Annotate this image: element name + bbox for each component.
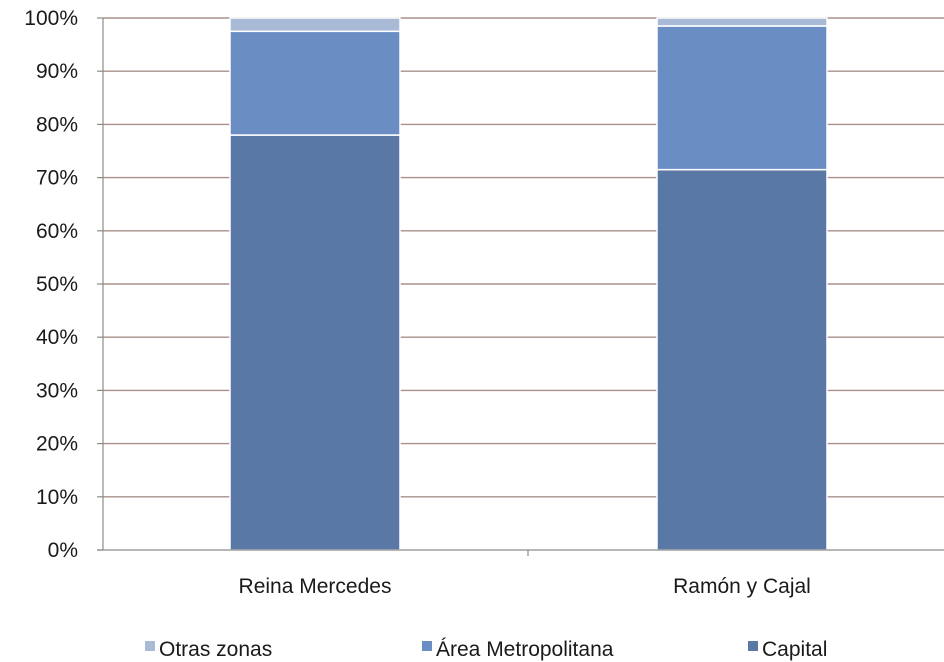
y-tick-label: 20%: [36, 433, 78, 456]
y-tick-label: 80%: [36, 113, 78, 136]
y-tick-labels: 0% 10% 20% 30% 40% 50% 60% 70% 80% 90% 100%: [24, 7, 78, 562]
y-tick-label: 70%: [36, 167, 78, 190]
axes: [97, 17, 944, 556]
y-tick-label: 40%: [36, 326, 78, 349]
bar-segment--rea-metropolitana: [229, 30, 401, 136]
legend-swatch: [422, 641, 432, 651]
y-tick-label: 90%: [36, 60, 78, 83]
y-tick-label: 60%: [36, 220, 78, 243]
x-category-label: Ramón y Cajal: [673, 575, 811, 598]
legend: Otras zonas Área Metropolitana Capital: [145, 638, 827, 661]
y-tick-label: 30%: [36, 379, 78, 402]
bar-segment--rea-metropolitana: [656, 25, 828, 171]
legend-label: Área Metropolitana: [436, 638, 614, 661]
x-category-label: Reina Mercedes: [239, 575, 392, 598]
bars: [229, 17, 828, 551]
legend-swatch: [145, 641, 155, 651]
legend-label: Capital: [762, 638, 827, 661]
bar-segment-capital: [656, 168, 828, 551]
bar-segment-capital: [229, 134, 401, 551]
bar-segment-otras-zonas: [229, 17, 401, 33]
x-category-labels: Reina Mercedes Ramón y Cajal: [239, 575, 811, 598]
y-tick-label: 0%: [48, 539, 78, 562]
y-tick-label: 50%: [36, 273, 78, 296]
y-tick-label: 100%: [24, 7, 78, 30]
legend-swatch: [748, 641, 758, 651]
legend-label: Otras zonas: [159, 638, 272, 661]
bar-segment-otras-zonas: [656, 17, 828, 27]
y-tick-label: 10%: [36, 486, 78, 509]
